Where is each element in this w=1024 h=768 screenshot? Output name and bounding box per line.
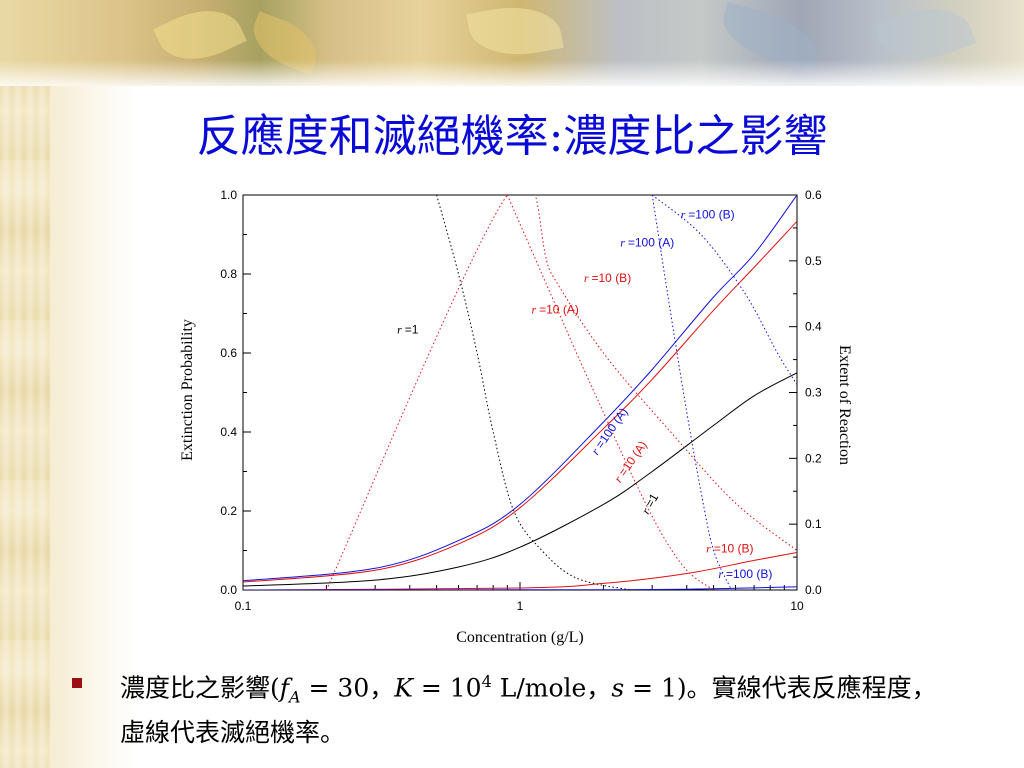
y-left-tick-label: 1.0 xyxy=(220,188,237,202)
y-right-tick-label: 0.3 xyxy=(805,386,822,400)
x-tick-label: 0.1 xyxy=(235,599,252,613)
series-dotted-r-100-a xyxy=(651,195,732,590)
series-dotted-r-10-b xyxy=(325,195,797,590)
series-annotation-label: r =10 (A) xyxy=(611,438,650,485)
series-annotation-label: r =100 (B) xyxy=(718,567,772,581)
series-annotation-label: r =10 (B) xyxy=(584,271,631,285)
y-left-tick-label: 0.4 xyxy=(220,425,237,439)
y-right-tick-label: 0.2 xyxy=(805,451,822,465)
y-right-tick-label: 0.0 xyxy=(805,583,822,597)
series-annotation-label: r =1 xyxy=(397,322,419,336)
f-subscript: A xyxy=(289,687,301,707)
s-equation: = 1)。實線代表反應程度，虛線代表滅絕機率。 xyxy=(120,673,937,748)
y-right-tick-label: 0.1 xyxy=(805,517,822,531)
k-symbol: K xyxy=(394,673,413,703)
f-symbol: f xyxy=(279,673,290,703)
slide-title: 反應度和滅絕機率:濃度比之影響 xyxy=(196,111,828,162)
y-axis-right-title: Extent of Reaction xyxy=(836,345,853,465)
series-solid-r-10-a xyxy=(243,220,797,583)
plot-area-border xyxy=(242,194,798,591)
y-right-tick-label: 0.6 xyxy=(805,188,822,202)
k-exponent: 4 xyxy=(481,672,492,691)
series-annotation-label: r =1 xyxy=(639,491,662,517)
plot-frame xyxy=(242,194,798,591)
series-dotted-r-1 xyxy=(436,195,631,590)
s-symbol: s xyxy=(611,673,625,703)
axis-ticks xyxy=(242,194,798,591)
series-annotation-label: r =10 (A) xyxy=(531,303,578,317)
y-axis-left-title: Extinction Probability xyxy=(179,319,196,461)
series-solid-r-100-b xyxy=(243,586,797,590)
y-right-tick-label: 0.5 xyxy=(805,254,822,268)
y-left-tick-label: 0.2 xyxy=(220,504,237,518)
bullet-text: 濃度比之影響(fA = 30，K = 104 L/mole，s = 1)。實線代… xyxy=(120,664,950,751)
y-left-tick-label: 0.0 xyxy=(220,583,237,597)
k-equation: = 10 xyxy=(412,673,482,703)
y-left-tick-label: 0.6 xyxy=(220,346,237,360)
series-solid-r-1 xyxy=(243,372,797,587)
series-annotation-label: r =100 (A) xyxy=(620,235,674,249)
bullet-square-icon xyxy=(72,678,82,688)
series-solid-r-100-a xyxy=(243,195,797,582)
x-axis-title: Concentration (g/L) xyxy=(456,629,584,646)
series-layer xyxy=(243,195,797,590)
series-dotted-r-10-a xyxy=(506,195,714,590)
bullet-prefix: 濃度比之影響( xyxy=(120,673,280,703)
y-right-tick-label: 0.4 xyxy=(805,320,822,334)
x-tick-label: 1 xyxy=(517,599,524,613)
axis-tick-labels: 0.1 1 100.00.20.40.60.81.00.00.10.20.30.40… xyxy=(220,188,822,613)
y-left-tick-label: 0.8 xyxy=(220,267,237,281)
series-annotation-label: r =100 (B) xyxy=(681,208,735,222)
top-decorative-banner xyxy=(0,0,1024,86)
annotation-layer: r =100 (B) r =100 (A) r =10 (B) r =10 (A) r … xyxy=(397,208,772,581)
series-solid-r-10-b xyxy=(243,552,797,590)
series-dotted-r-100-b xyxy=(651,195,797,385)
series-annotation-label: r =10 (B) xyxy=(706,541,753,555)
k-unit: L/mole， xyxy=(491,673,612,703)
left-decorative-strip xyxy=(0,0,50,768)
x-tick-label: 10 xyxy=(790,599,804,613)
f-equation: = 30， xyxy=(300,673,395,703)
